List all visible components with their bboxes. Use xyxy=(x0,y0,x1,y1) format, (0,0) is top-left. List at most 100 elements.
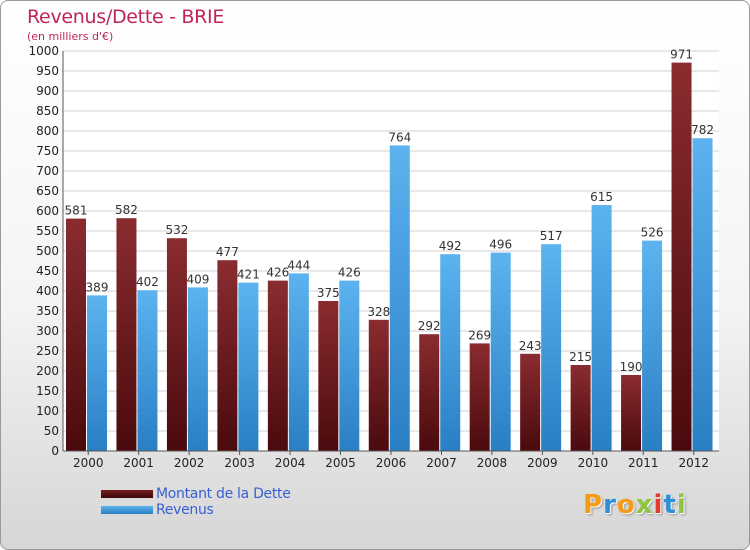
y-tick-label: 100 xyxy=(36,404,59,418)
y-tick-label: 250 xyxy=(36,344,59,358)
bar-debt xyxy=(469,343,490,451)
bar-revenue xyxy=(541,244,562,451)
x-tick-label: 2008 xyxy=(477,456,508,470)
bar-revenue xyxy=(642,240,663,451)
x-tick-label: 2006 xyxy=(376,456,407,470)
bar-revenue xyxy=(389,145,410,451)
data-label: 971 xyxy=(670,48,693,62)
data-label: 764 xyxy=(388,130,411,144)
bar-debt xyxy=(368,319,389,451)
data-label: 426 xyxy=(266,266,289,280)
y-tick-label: 600 xyxy=(36,204,59,218)
data-label: 782 xyxy=(691,123,714,137)
bar-debt xyxy=(570,365,591,451)
data-label: 389 xyxy=(86,280,109,294)
data-label: 426 xyxy=(338,266,361,280)
legend-label-revenue: Revenus xyxy=(156,502,214,518)
data-label: 526 xyxy=(641,226,664,240)
bar-debt xyxy=(621,375,642,451)
bar-debt xyxy=(520,353,541,451)
y-tick-label: 900 xyxy=(36,84,59,98)
bar-debt xyxy=(217,260,238,451)
bar-debt xyxy=(671,62,692,451)
logo-letter: t xyxy=(663,490,677,520)
x-tick-label: 2002 xyxy=(174,456,205,470)
y-tick-label: 500 xyxy=(36,244,59,258)
data-label: 402 xyxy=(136,275,159,289)
data-label: 517 xyxy=(540,229,563,243)
bar-debt xyxy=(66,218,86,451)
logo-letter: r xyxy=(603,490,617,520)
y-tick-label: 550 xyxy=(36,224,59,238)
x-tick-label: 2007 xyxy=(426,456,457,470)
y-tick-label: 450 xyxy=(36,264,59,278)
data-label: 421 xyxy=(237,268,260,282)
data-label: 581 xyxy=(65,204,88,218)
logo-letter: i xyxy=(676,490,687,520)
bar-debt xyxy=(166,238,187,451)
y-tick-label: 1000 xyxy=(28,44,59,58)
data-label: 582 xyxy=(115,203,138,217)
y-tick-label: 750 xyxy=(36,144,59,158)
bar-debt xyxy=(116,218,137,451)
logo-letter: x xyxy=(635,490,654,520)
x-tick-label: 2004 xyxy=(275,456,306,470)
data-label: 292 xyxy=(418,319,441,333)
chart-title: Revenus/Dette - BRIE xyxy=(27,6,225,28)
proxiti-logo: Proxiti xyxy=(583,490,687,520)
bar-revenue xyxy=(591,205,612,451)
y-tick-label: 0 xyxy=(51,444,59,458)
x-tick-label: 2011 xyxy=(628,456,659,470)
bar-revenue xyxy=(440,254,461,451)
bar-revenue xyxy=(288,273,309,451)
legend-swatch-debt xyxy=(101,490,153,498)
y-tick-label: 150 xyxy=(36,384,59,398)
bar-revenue xyxy=(339,280,360,451)
x-tick-label: 2005 xyxy=(325,456,356,470)
data-label: 444 xyxy=(287,258,310,272)
data-label: 532 xyxy=(165,223,188,237)
data-label: 269 xyxy=(468,328,491,342)
y-tick-label: 400 xyxy=(36,284,59,298)
data-label: 243 xyxy=(519,339,542,353)
x-tick-label: 2001 xyxy=(123,456,154,470)
data-label: 492 xyxy=(439,239,462,253)
data-label: 190 xyxy=(620,360,643,374)
logo-letter: P xyxy=(583,490,604,520)
bar-revenue xyxy=(238,282,259,451)
x-tick-label: 2003 xyxy=(224,456,255,470)
y-tick-label: 50 xyxy=(44,424,59,438)
y-tick-label: 650 xyxy=(36,184,59,198)
y-tick-label: 200 xyxy=(36,364,59,378)
y-tick-label: 850 xyxy=(36,104,59,118)
bar-revenue xyxy=(137,290,158,451)
data-label: 409 xyxy=(186,272,209,286)
data-label: 496 xyxy=(489,238,512,252)
y-tick-label: 800 xyxy=(36,124,59,138)
bar-revenue xyxy=(490,252,511,451)
bar-debt xyxy=(419,334,440,451)
y-tick-label: 300 xyxy=(36,324,59,338)
chart-subtitle: (en milliers d'€) xyxy=(27,30,114,43)
bar-debt xyxy=(318,301,339,451)
x-tick-label: 2010 xyxy=(578,456,609,470)
bar-debt xyxy=(267,280,288,451)
x-tick-label: 2009 xyxy=(527,456,558,470)
bar-revenue xyxy=(692,138,713,451)
data-label: 477 xyxy=(216,245,239,259)
data-label: 328 xyxy=(367,305,390,319)
bar-revenue xyxy=(187,287,208,451)
x-tick-label: 2000 xyxy=(73,456,104,470)
logo-letter: i xyxy=(653,490,664,520)
data-label: 215 xyxy=(569,350,592,364)
y-tick-label: 700 xyxy=(36,164,59,178)
y-tick-label: 350 xyxy=(36,304,59,318)
data-label: 615 xyxy=(590,190,613,204)
x-tick-label: 2012 xyxy=(678,456,709,470)
data-label: 375 xyxy=(317,286,340,300)
bar-revenue xyxy=(87,295,107,451)
logo-letter: o xyxy=(616,490,636,520)
legend-label-debt: Montant de la Dette xyxy=(156,486,291,502)
